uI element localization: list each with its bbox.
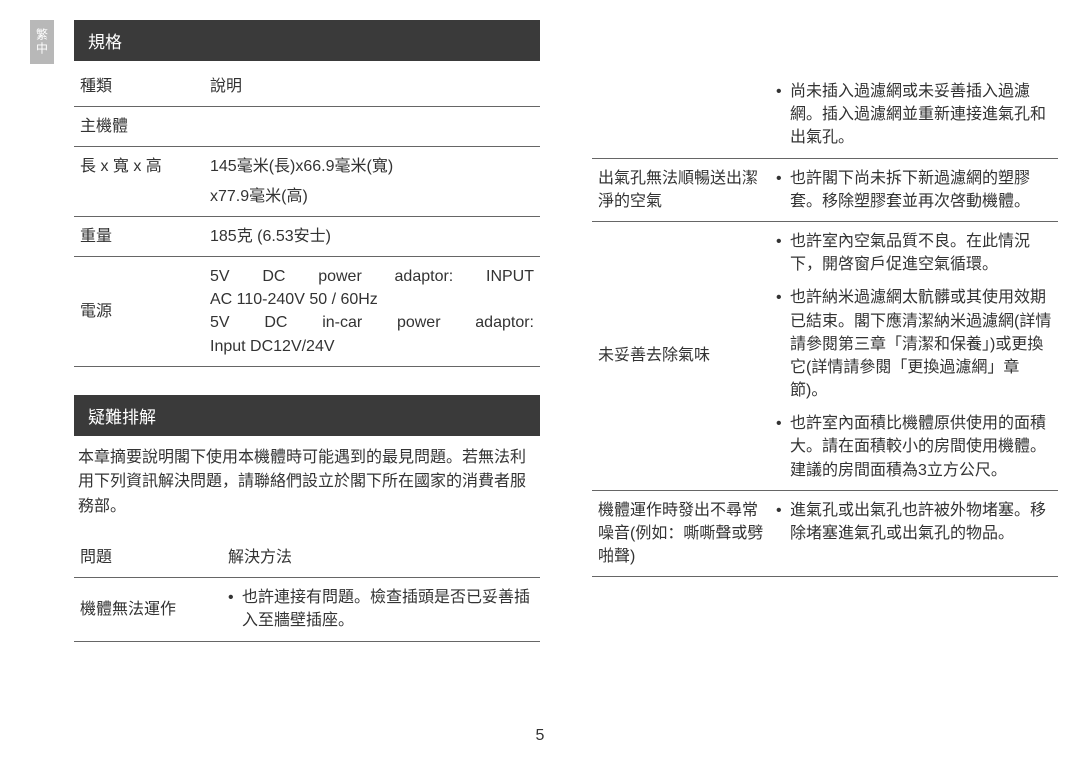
- table-row: •尚未插入過濾網或未妥善插入過濾網。插入過濾網並重新連接進氣孔和出氣孔。: [592, 72, 1058, 158]
- right-column: •尚未插入過濾網或未妥善插入過濾網。插入過濾網並重新連接進氣孔和出氣孔。 出氣孔…: [592, 20, 1058, 642]
- spec-header: 規格: [74, 20, 540, 61]
- spec-value: [204, 107, 540, 147]
- spec-value: 5V DC power adaptor: INPUT AC 110-240V 5…: [204, 256, 540, 366]
- trouble-solution: •尚未插入過濾網或未妥善插入過濾網。插入過濾網並重新連接進氣孔和出氣孔。: [770, 72, 1058, 158]
- trouble-solution: •也許室內空氣品質不良。在此情況下，開啓窗戶促進空氣循環。 •也許納米過濾網太骯…: [770, 221, 1058, 490]
- left-column: 規格 種類 說明 主機體 長 x 寬 x 高 145毫米(長)x66.9毫米(寬…: [74, 20, 540, 642]
- trouble-solution: •也許連接有問題。檢查插頭是否已妥善插入至牆壁插座。: [222, 578, 540, 641]
- spec-table: 種類 說明 主機體 長 x 寬 x 高 145毫米(長)x66.9毫米(寬) x…: [74, 67, 540, 367]
- page-content: 規格 種類 說明 主機體 長 x 寬 x 高 145毫米(長)x66.9毫米(寬…: [0, 0, 1080, 642]
- table-row: 出氣孔無法順暢送出潔淨的空氣 •也許閣下尚未拆下新過濾網的塑膠套。移除塑膠套並再…: [592, 158, 1058, 221]
- spec-value: 145毫米(長)x66.9毫米(寬) x77.9毫米(高): [204, 147, 540, 216]
- trouble-intro: 本章摘要說明閣下使用本機體時可能遇到的最見問題。若無法利用下列資訊解決問題，請聯…: [74, 442, 540, 538]
- table-header-row: 問題 解決方法: [74, 538, 540, 578]
- table-row: 機體運作時發出不尋常噪音(例如：嘶嘶聲或劈啪聲) •進氣孔或出氣孔也許被外物堵塞…: [592, 490, 1058, 577]
- trouble-table: 問題 解決方法 機體無法運作 •也許連接有問題。檢查插頭是否已妥善插入至牆壁插座…: [74, 538, 540, 642]
- trouble-solution: •進氣孔或出氣孔也許被外物堵塞。移除堵塞進氣孔或出氣孔的物品。: [770, 490, 1058, 577]
- trouble-problem: 機體無法運作: [74, 578, 222, 641]
- right-table: •尚未插入過濾網或未妥善插入過濾網。插入過濾網並重新連接進氣孔和出氣孔。 出氣孔…: [592, 72, 1058, 577]
- trouble-problem: 出氣孔無法順暢送出潔淨的空氣: [592, 158, 770, 221]
- language-tab: 繁中: [30, 20, 54, 64]
- spec-label: 主機體: [74, 107, 204, 147]
- table-row: 機體無法運作 •也許連接有問題。檢查插頭是否已妥善插入至牆壁插座。: [74, 578, 540, 641]
- spec-col-1: 說明: [204, 67, 540, 107]
- table-row: 長 x 寬 x 高 145毫米(長)x66.9毫米(寬) x77.9毫米(高): [74, 147, 540, 216]
- table-row: 未妥善去除氣味 •也許室內空氣品質不良。在此情況下，開啓窗戶促進空氣循環。 •也…: [592, 221, 1058, 490]
- trouble-solution: •也許閣下尚未拆下新過濾網的塑膠套。移除塑膠套並再次啓動機體。: [770, 158, 1058, 221]
- trouble-problem: 機體運作時發出不尋常噪音(例如：嘶嘶聲或劈啪聲): [592, 490, 770, 577]
- trouble-header: 疑難排解: [74, 395, 540, 436]
- spec-value: 185克 (6.53安士): [204, 216, 540, 256]
- table-row: 主機體: [74, 107, 540, 147]
- table-row: 重量 185克 (6.53安士): [74, 216, 540, 256]
- spec-col-0: 種類: [74, 67, 204, 107]
- page-number: 5: [0, 727, 1080, 745]
- trouble-col-1: 解決方法: [222, 538, 540, 578]
- trouble-problem: 未妥善去除氣味: [592, 221, 770, 490]
- spec-label: 長 x 寬 x 高: [74, 147, 204, 216]
- spec-label: 電源: [74, 256, 204, 366]
- table-header-row: 種類 說明: [74, 67, 540, 107]
- trouble-col-0: 問題: [74, 538, 222, 578]
- table-row: 電源 5V DC power adaptor: INPUT AC 110-240…: [74, 256, 540, 366]
- trouble-problem: [592, 72, 770, 158]
- spec-label: 重量: [74, 216, 204, 256]
